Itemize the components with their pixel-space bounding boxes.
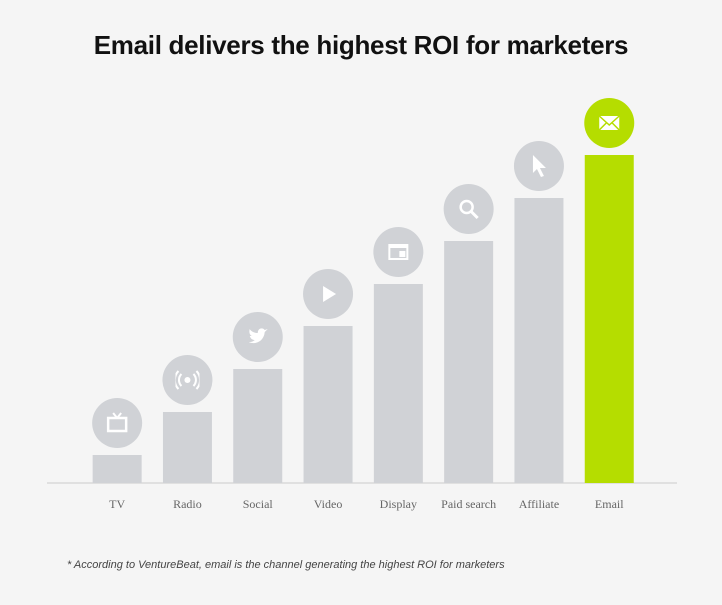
bar bbox=[303, 326, 353, 483]
chart-title: Email delivers the highest ROI for marke… bbox=[93, 30, 629, 60]
bar bbox=[444, 241, 494, 483]
x-tick-label: Paid search bbox=[441, 497, 497, 511]
icon bbox=[598, 115, 620, 131]
bar bbox=[584, 155, 634, 483]
x-tick-label: Social bbox=[242, 497, 273, 511]
x-tick-label: Email bbox=[594, 497, 624, 511]
x-tick-label: Radio bbox=[173, 497, 202, 511]
bar bbox=[162, 412, 212, 483]
icon bbox=[388, 244, 409, 260]
footnote: * According to VentureBeat, email is the… bbox=[67, 559, 505, 571]
bar bbox=[92, 455, 142, 483]
x-tick-label: TV bbox=[109, 497, 126, 511]
x-tick-label: Affiliate bbox=[518, 497, 560, 511]
x-tick-label: Display bbox=[379, 497, 418, 511]
icon-circle bbox=[443, 184, 494, 234]
icon-circle bbox=[92, 398, 143, 448]
bar bbox=[514, 198, 564, 483]
bar bbox=[233, 369, 283, 483]
bar bbox=[373, 284, 423, 483]
x-tick-label: Video bbox=[313, 497, 343, 511]
